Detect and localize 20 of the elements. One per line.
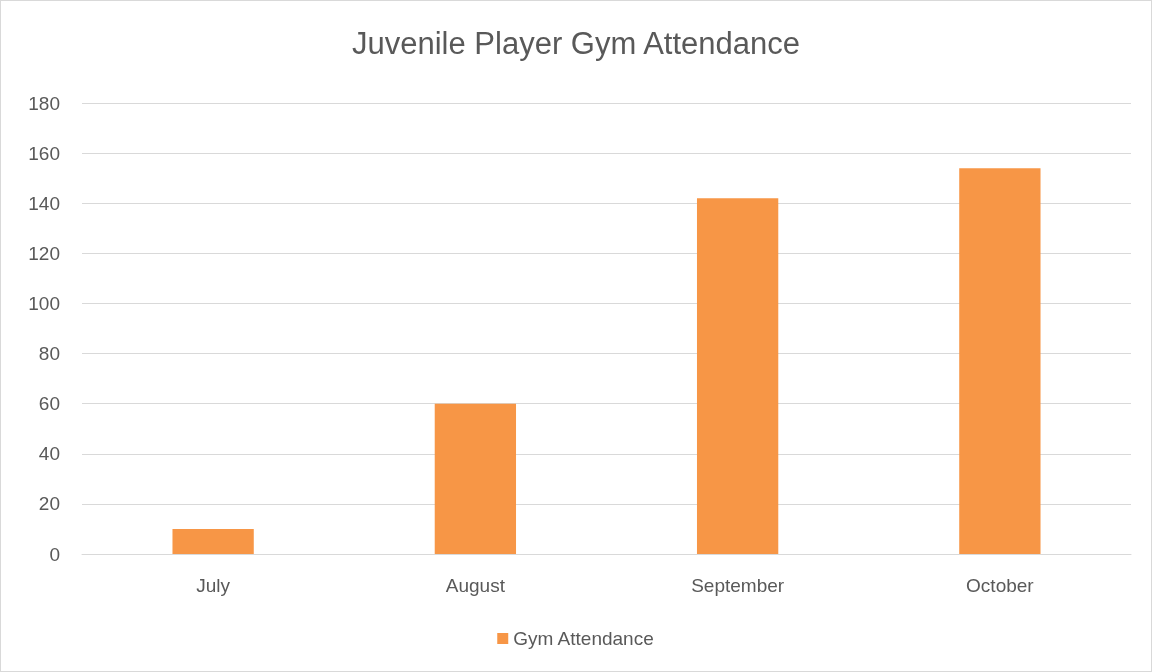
y-tick-label: 0 [49,543,60,565]
bar [959,168,1041,554]
y-tick-label: 160 [28,142,60,164]
y-tick-label: 80 [38,343,60,365]
y-tick-label: 120 [28,242,60,264]
y-tick-label: 40 [38,443,60,465]
y-tick-label: 20 [38,493,60,515]
bar [696,198,779,554]
y-tick-label: 140 [28,192,60,214]
x-tick-label: September [691,575,785,596]
legend-label: Gym Attendance [513,628,654,649]
bar [172,528,254,554]
y-tick-label: 60 [38,393,60,415]
x-tick-label: July [196,575,231,596]
x-tick-label: October [966,575,1035,596]
y-tick-label: 180 [28,92,60,114]
bar [434,403,517,554]
chart-title: Juvenile Player Gym Attendance [351,26,801,61]
y-tick-label: 100 [28,292,60,314]
x-tick-label: August [445,575,506,596]
